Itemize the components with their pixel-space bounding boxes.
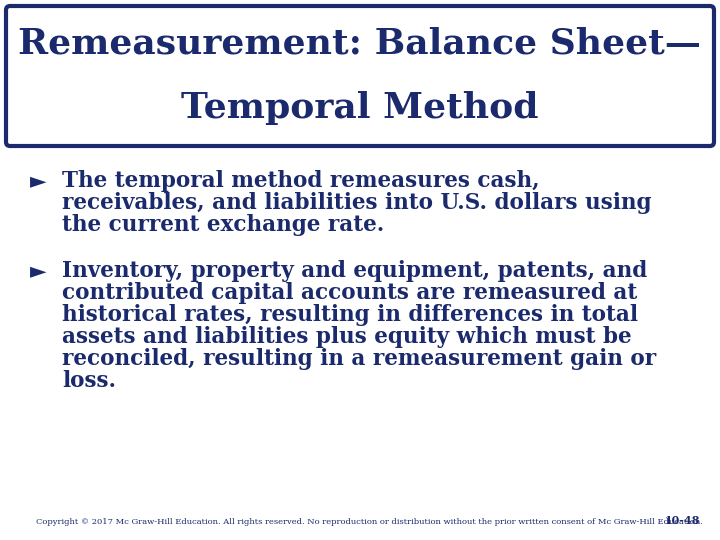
Text: Copyright © 2017 Mc Graw-Hill Education. All rights reserved. No reproduction or: Copyright © 2017 Mc Graw-Hill Education.… <box>36 518 703 526</box>
Text: assets and liabilities plus equity which must be: assets and liabilities plus equity which… <box>62 326 631 348</box>
Text: 10-48: 10-48 <box>665 515 700 526</box>
Text: Remeasurement: Balance Sheet—: Remeasurement: Balance Sheet— <box>19 26 701 60</box>
FancyBboxPatch shape <box>6 6 714 146</box>
Text: the current exchange rate.: the current exchange rate. <box>62 214 384 236</box>
Text: loss.: loss. <box>62 370 116 392</box>
Text: contributed capital accounts are remeasured at: contributed capital accounts are remeasu… <box>62 282 637 304</box>
Text: Temporal Method: Temporal Method <box>181 91 539 125</box>
Text: ►: ► <box>30 170 47 192</box>
Text: historical rates, resulting in differences in total: historical rates, resulting in differenc… <box>62 304 638 326</box>
Text: The temporal method remeasures cash,: The temporal method remeasures cash, <box>62 170 539 192</box>
Text: ►: ► <box>30 260 47 282</box>
Text: receivables, and liabilities into U.S. dollars using: receivables, and liabilities into U.S. d… <box>62 192 652 214</box>
Text: Inventory, property and equipment, patents, and: Inventory, property and equipment, paten… <box>62 260 647 282</box>
Text: reconciled, resulting in a remeasurement gain or: reconciled, resulting in a remeasurement… <box>62 348 656 370</box>
